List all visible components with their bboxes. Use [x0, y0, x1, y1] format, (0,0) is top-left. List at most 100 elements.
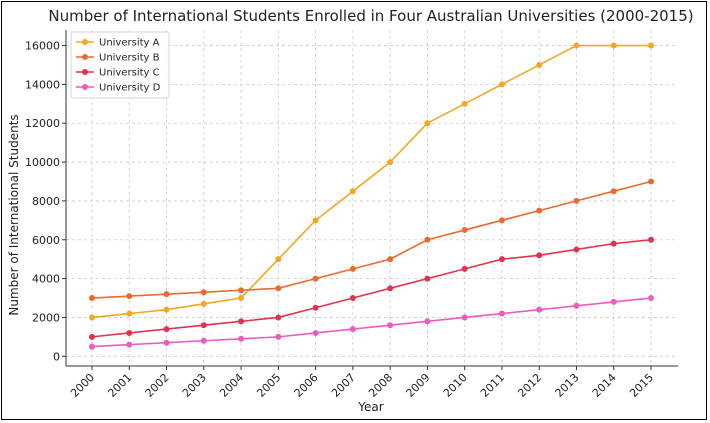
series-4-point-2006: [312, 329, 319, 336]
series-3-point-2007: [349, 295, 356, 302]
series-1-point-2001: [126, 310, 133, 317]
series-3-point-2004: [238, 318, 245, 325]
series-2-point-2005: [275, 285, 282, 292]
series-2-point-2006: [312, 275, 319, 282]
y-tick-label-16000: 16000: [25, 40, 60, 53]
legend-label-2: University B: [99, 53, 160, 64]
legend-marker-3: [82, 69, 88, 75]
series-2-point-2013: [573, 197, 580, 204]
legend-marker-2: [82, 54, 88, 60]
series-1-point-2000: [89, 314, 95, 321]
series-4-point-2013: [573, 302, 580, 309]
legend-marker-1: [82, 39, 88, 45]
series-1-point-2008: [387, 159, 394, 166]
series-4-point-2005: [275, 333, 282, 340]
series-4-point-2014: [610, 298, 617, 305]
series-1-point-2002: [163, 306, 170, 313]
y-axis-label: Number of International Students: [7, 114, 21, 315]
series-2-point-2004: [238, 287, 245, 294]
x-tick-label-2009: 2009: [404, 371, 433, 400]
series-1-point-2011: [498, 81, 505, 88]
series-4-point-2000: [89, 343, 95, 350]
y-tick-label-14000: 14000: [25, 78, 60, 91]
legend-label-1: University A: [99, 38, 160, 49]
series-1-point-2006: [312, 217, 319, 224]
series-3-point-2005: [275, 314, 282, 321]
series-2-point-2015: [648, 178, 654, 185]
series-4-point-2002: [163, 339, 170, 346]
series-3-point-2010: [461, 265, 468, 272]
series-line-1: [91, 44, 651, 319]
series-3-point-2002: [163, 326, 170, 333]
y-tick-label-10000: 10000: [25, 156, 60, 169]
series-3-point-2001: [126, 329, 133, 336]
y-tick-label-4000: 4000: [32, 273, 60, 286]
series-2-point-2008: [387, 256, 394, 263]
x-tick-label-2005: 2005: [254, 371, 283, 400]
x-tick-label-2010: 2010: [441, 371, 470, 400]
series-3-point-2014: [610, 240, 617, 247]
x-tick-label-2008: 2008: [366, 371, 395, 400]
series-1-point-2005: [275, 256, 282, 263]
series-4-point-2009: [424, 318, 431, 325]
x-tick-label-2015: 2015: [627, 371, 656, 400]
series-1-point-2012: [536, 61, 543, 68]
y-axis-ticks: 0 2000 4000 6000 8000 10000 12000 14000 16000: [25, 40, 66, 363]
series-1-point-2013: [573, 42, 580, 49]
series-3-point-2015: [648, 236, 654, 243]
series-2-point-2002: [163, 291, 170, 298]
series-4-point-2010: [461, 314, 468, 321]
series-2-point-2001: [126, 293, 133, 300]
y-tick-label-8000: 8000: [32, 195, 60, 208]
series-4-point-2015: [648, 295, 654, 302]
x-tick-label-2001: 2001: [105, 371, 134, 400]
legend-label-4: University D: [99, 83, 161, 94]
legend-box: [70, 31, 170, 99]
series-3-point-2000: [89, 333, 95, 340]
y-tick-label-2000: 2000: [32, 311, 60, 324]
x-tick-label-2006: 2006: [292, 371, 321, 400]
series-3-point-2013: [573, 246, 580, 253]
series-1-point-2004: [238, 295, 245, 302]
series-2-point-2010: [461, 227, 468, 234]
series-1-point-2007: [349, 188, 356, 195]
series-1-point-2015: [648, 42, 654, 49]
legend: University A University B University C Univ…: [70, 31, 170, 99]
x-tick-label-2000: 2000: [68, 371, 97, 400]
series-1-point-2003: [200, 300, 207, 307]
series-2-point-2011: [498, 217, 505, 224]
x-axis-label: Year: [357, 400, 383, 414]
series-3-point-2012: [536, 252, 543, 259]
series-line-2: [91, 180, 652, 299]
x-tick-label-2014: 2014: [590, 371, 619, 400]
series-2-point-2009: [424, 236, 431, 243]
series-2-point-2012: [536, 207, 543, 214]
x-tick-label-2013: 2013: [553, 371, 582, 400]
x-tick-label-2003: 2003: [180, 371, 209, 400]
x-tick-label-2011: 2011: [478, 371, 507, 400]
series-group: [89, 42, 654, 350]
legend-label-3: University C: [99, 68, 160, 79]
chart-title: Number of International Students Enrolle…: [48, 7, 693, 25]
series-3-point-2006: [312, 304, 319, 311]
series-3-point-2003: [200, 322, 207, 329]
series-2-point-2003: [200, 289, 207, 296]
series-2-point-2000: [89, 295, 95, 302]
series-4-point-2003: [200, 337, 207, 344]
series-line-3: [91, 238, 652, 338]
series-3-point-2009: [424, 275, 431, 282]
x-tick-label-2012: 2012: [515, 371, 544, 400]
series-4-point-2008: [387, 322, 394, 329]
x-tick-label-2002: 2002: [143, 371, 172, 400]
series-3-point-2011: [498, 256, 505, 263]
x-axis-ticks: 2000 2001 2002 2003 2004 2005 2006 2007 2008 2009…: [68, 366, 656, 400]
series-1-point-2014: [610, 42, 617, 49]
series-line-4: [91, 297, 652, 348]
series-4-point-2004: [238, 335, 245, 342]
series-3-point-2008: [387, 285, 394, 292]
series-2-point-2014: [610, 188, 617, 195]
legend-marker-4: [82, 84, 88, 90]
y-tick-label-12000: 12000: [25, 117, 60, 130]
series-4-point-2011: [498, 310, 505, 317]
